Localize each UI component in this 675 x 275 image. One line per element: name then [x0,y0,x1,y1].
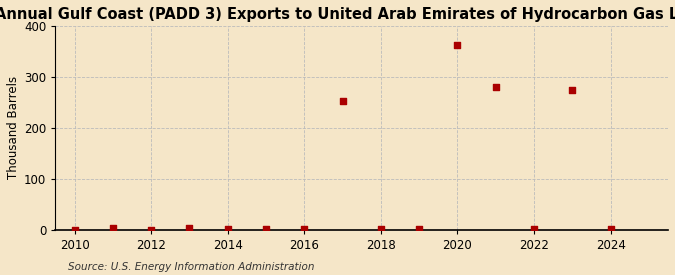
Text: Source: U.S. Energy Information Administration: Source: U.S. Energy Information Administ… [68,262,314,272]
Point [107,226,118,230]
Point [375,227,386,231]
Point [452,43,463,47]
Point [146,227,157,232]
Point [261,227,271,231]
Title: Annual Gulf Coast (PADD 3) Exports to United Arab Emirates of Hydrocarbon Gas Li: Annual Gulf Coast (PADD 3) Exports to Un… [0,7,675,22]
Point [567,87,578,92]
Point [490,85,501,90]
Point [222,227,233,231]
Point [69,227,80,232]
Point [605,227,616,231]
Point [299,227,310,231]
Point [338,99,348,103]
Y-axis label: Thousand Barrels: Thousand Barrels [7,76,20,179]
Point [184,226,195,230]
Point [414,227,425,231]
Point [529,227,539,231]
